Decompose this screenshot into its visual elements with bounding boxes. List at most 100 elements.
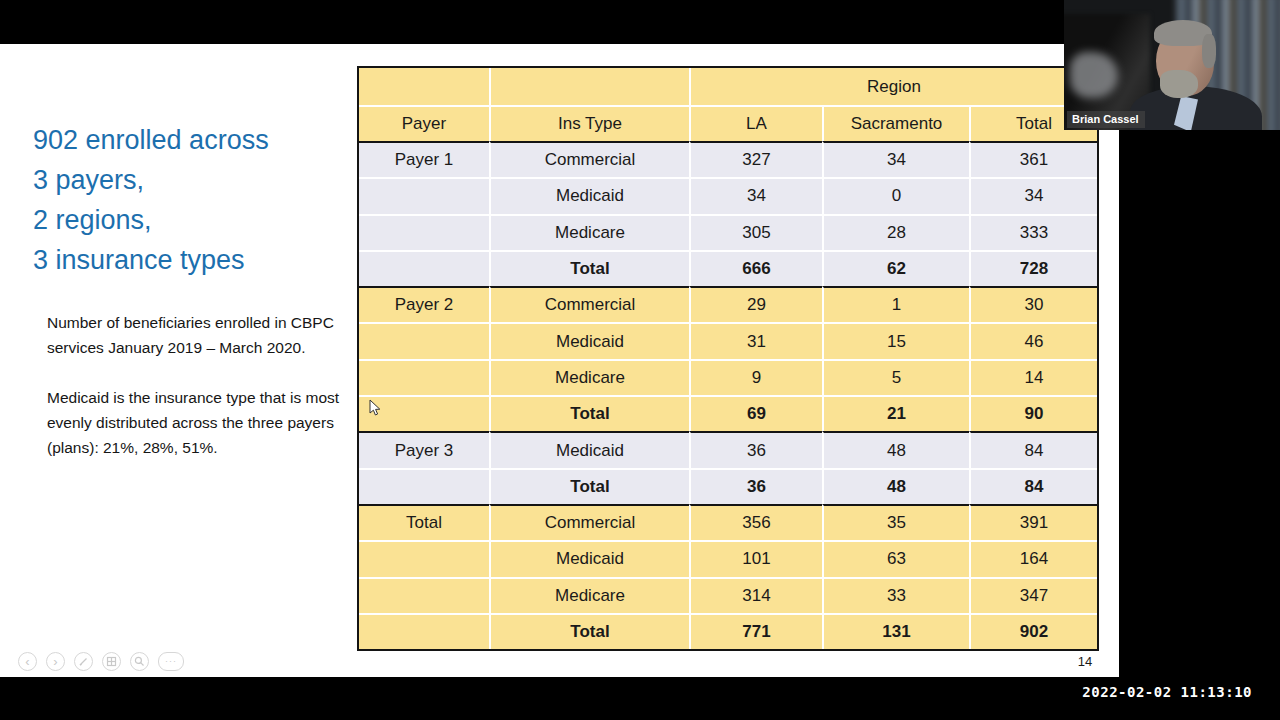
table-cell: 31 — [689, 322, 822, 358]
recording-timestamp: 2022-02-02 11:13:10 — [1082, 684, 1252, 700]
table-cell: Commercial — [489, 286, 689, 322]
table-cell: 21 — [822, 395, 969, 431]
table-cell: 69 — [689, 395, 822, 431]
table-cell: 305 — [689, 214, 822, 250]
table-cell: 48 — [822, 431, 969, 467]
table-cell: 30 — [969, 286, 1097, 322]
zoom-button[interactable] — [130, 652, 149, 671]
table-cell — [359, 250, 489, 286]
table-cell: 14 — [969, 359, 1097, 395]
table-cell: 327 — [689, 141, 822, 177]
all-slides-button[interactable] — [102, 652, 121, 671]
table-cell: Medicare — [489, 359, 689, 395]
table-cell: Medicaid — [489, 322, 689, 358]
next-slide-button[interactable]: › — [46, 652, 65, 671]
table-cell: 62 — [822, 250, 969, 286]
presentation-slide: 902 enrolled across 3 payers, 2 regions,… — [0, 44, 1119, 677]
column-header: LA — [689, 105, 822, 141]
table-cell: 164 — [969, 540, 1097, 576]
table-cell: Medicaid — [489, 431, 689, 467]
table-cell: Total — [489, 250, 689, 286]
table-cell: 356 — [689, 504, 822, 540]
table-cell: 5 — [822, 359, 969, 395]
table-cell — [359, 468, 489, 504]
title-line: 3 insurance types — [33, 240, 353, 280]
table-cell — [359, 359, 489, 395]
table-cell: 90 — [969, 395, 1097, 431]
table-cell: Medicare — [489, 214, 689, 250]
table-cell: Total — [359, 504, 489, 540]
table-cell: 34 — [689, 177, 822, 213]
ellipsis-icon: ··· — [165, 657, 177, 666]
table-cell — [359, 540, 489, 576]
column-header: Sacramento — [822, 105, 969, 141]
presenter-hair — [1202, 34, 1216, 68]
table-cell: 9 — [689, 359, 822, 395]
magnifier-icon — [134, 656, 145, 667]
pen-button[interactable] — [74, 652, 93, 671]
table-cell: 63 — [822, 540, 969, 576]
slide-page-number: 14 — [1062, 654, 1108, 669]
body-paragraph: Medicaid is the insurance type that is m… — [47, 385, 341, 460]
participant-name-label: Brian Cassel — [1067, 111, 1145, 128]
table-cell: 34 — [822, 141, 969, 177]
table-cell: 131 — [822, 613, 969, 649]
table-cell: 28 — [822, 214, 969, 250]
body-paragraph: Number of beneficiaries enrolled in CBPC… — [47, 310, 341, 360]
previous-slide-button[interactable]: ‹ — [18, 652, 37, 671]
mouse-cursor — [368, 399, 382, 417]
background-highlight — [1070, 52, 1118, 98]
table-cell: 34 — [969, 177, 1097, 213]
table-corner-cell — [359, 68, 489, 105]
table-cell: 35 — [822, 504, 969, 540]
table-cell: 29 — [689, 286, 822, 322]
table-cell: 314 — [689, 577, 822, 613]
table-cell: Total — [489, 395, 689, 431]
title-line: 902 enrolled across — [33, 120, 353, 160]
table-cell: Medicare — [489, 577, 689, 613]
table-cell: 333 — [969, 214, 1097, 250]
slide-body-text: Number of beneficiaries enrolled in CBPC… — [47, 310, 341, 485]
table-cell: 84 — [969, 431, 1097, 467]
enrollment-table: Region Payer Ins Type LA Sacramento Tota… — [357, 66, 1099, 651]
table-cell: Payer 2 — [359, 286, 489, 322]
table-cell: 1 — [822, 286, 969, 322]
column-header: Ins Type — [489, 105, 689, 141]
table-cell: 46 — [969, 322, 1097, 358]
table-cell: Total — [489, 468, 689, 504]
table-cell — [359, 322, 489, 358]
title-line: 2 regions, — [33, 200, 353, 240]
table-cell: 391 — [969, 504, 1097, 540]
chevron-left-icon: ‹ — [25, 655, 29, 668]
table-cell: 347 — [969, 577, 1097, 613]
chevron-right-icon: › — [53, 655, 57, 668]
table-cell: 361 — [969, 141, 1097, 177]
table-cell — [359, 577, 489, 613]
webcam-video: Brian Cassel — [1064, 0, 1280, 130]
video-frame: 902 enrolled across 3 payers, 2 regions,… — [0, 0, 1280, 720]
region-header-cell: Region — [689, 68, 1097, 105]
presenter-controls: ‹ › ··· — [18, 652, 184, 671]
table-cell: Medicaid — [489, 540, 689, 576]
table-cell: 728 — [969, 250, 1097, 286]
table-cell — [359, 613, 489, 649]
table-cell: 36 — [689, 468, 822, 504]
table-cell: 15 — [822, 322, 969, 358]
more-options-button[interactable]: ··· — [158, 652, 184, 671]
presenter-beard — [1160, 70, 1198, 98]
table-cell: 33 — [822, 577, 969, 613]
slide-grid-icon — [106, 656, 117, 667]
table-cell — [359, 214, 489, 250]
slide-title: 902 enrolled across 3 payers, 2 regions,… — [33, 120, 353, 280]
table-cell: 48 — [822, 468, 969, 504]
table-cell: 771 — [689, 613, 822, 649]
table-cell: 902 — [969, 613, 1097, 649]
pen-icon — [78, 656, 89, 667]
column-header: Payer — [359, 105, 489, 141]
table-cell: Commercial — [489, 141, 689, 177]
table-cell: Payer 1 — [359, 141, 489, 177]
table-cell — [359, 177, 489, 213]
table-cell: Total — [489, 613, 689, 649]
table-cell: 666 — [689, 250, 822, 286]
title-line: 3 payers, — [33, 160, 353, 200]
